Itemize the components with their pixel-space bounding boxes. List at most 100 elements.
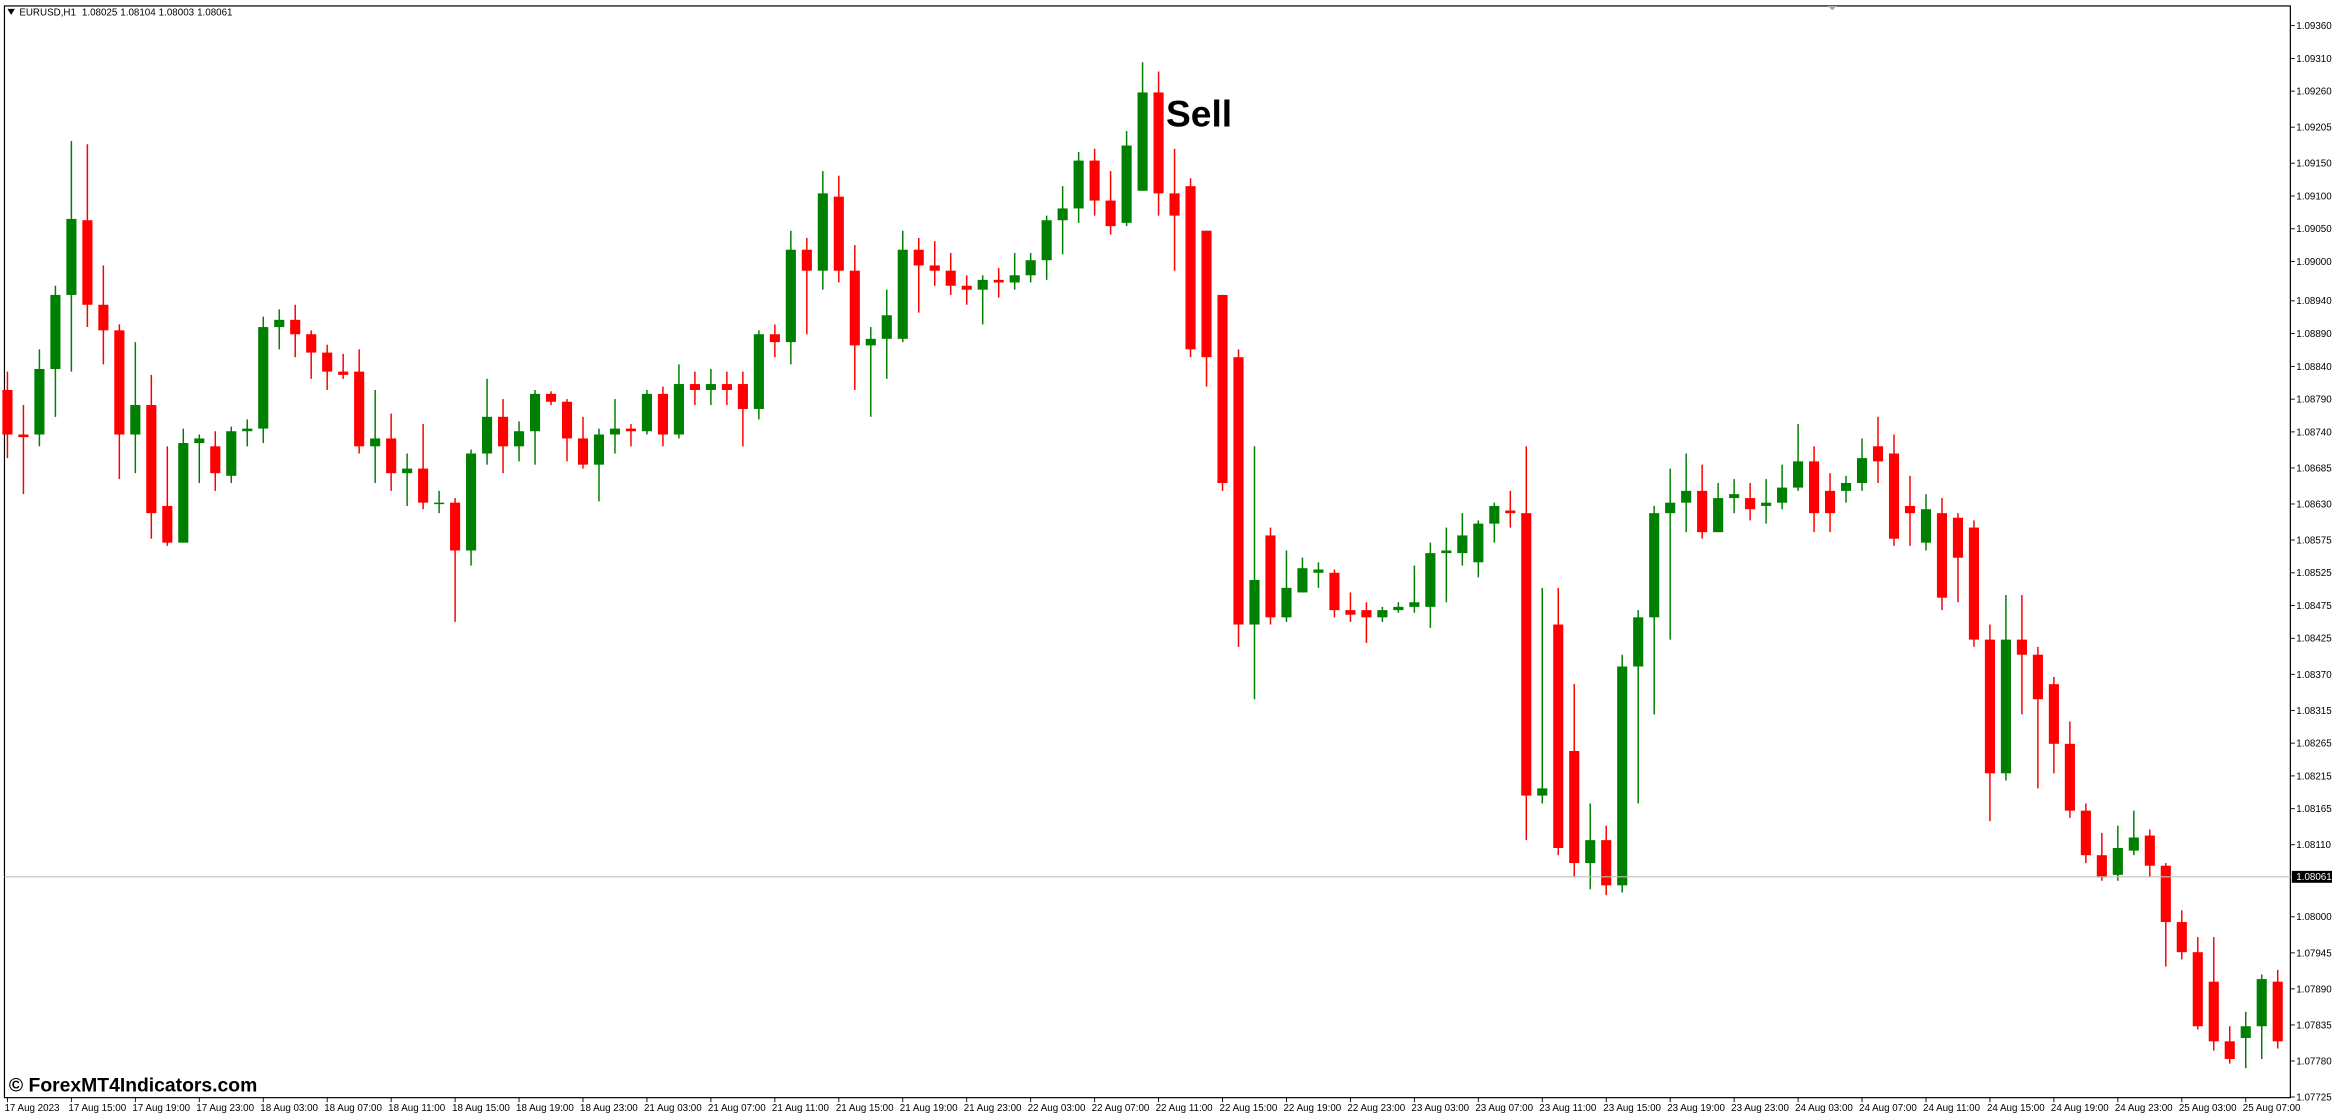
- candle-body: [641, 393, 653, 432]
- candle-body: [338, 371, 349, 375]
- candle-body: [1633, 617, 1644, 667]
- chart-header: EURUSD,H1 1.08025 1.08104 1.08003 1.08061: [19, 8, 232, 19]
- candle-body: [466, 453, 477, 551]
- x-tick-label: 24 Aug 15:00: [1987, 1103, 2045, 1114]
- candle-body: [833, 196, 844, 271]
- candle-body: [785, 249, 796, 343]
- candle-body: [1249, 579, 1260, 625]
- x-tick-label: 17 Aug 2023: [4, 1103, 60, 1114]
- candle-body: [529, 393, 541, 432]
- candle-body: [1345, 610, 1356, 615]
- candle-body: [1473, 523, 1484, 563]
- candle-body: [1729, 494, 1740, 499]
- candle-body: [945, 270, 956, 286]
- x-tick-label: 18 Aug 03:00: [260, 1103, 318, 1114]
- candle-body: [162, 505, 173, 543]
- candle-body: [1840, 483, 1852, 491]
- candle-body: [386, 438, 397, 474]
- candle-body: [1601, 840, 1612, 886]
- x-tick-label: 22 Aug 23:00: [1347, 1103, 1405, 1114]
- candle-body: [2160, 865, 2171, 923]
- candle-body: [2080, 810, 2091, 856]
- y-tick-label: 1.08940: [2296, 296, 2332, 307]
- candle-body: [1089, 160, 1100, 201]
- candle-body: [673, 384, 684, 435]
- x-tick-label: 18 Aug 11:00: [388, 1103, 446, 1114]
- y-tick-label: 1.08525: [2296, 568, 2332, 579]
- y-tick-label: 1.09000: [2296, 257, 2332, 268]
- candle-body: [1281, 587, 1292, 618]
- candle-body: [498, 416, 509, 447]
- x-tick-label: 23 Aug 23:00: [1731, 1103, 1789, 1114]
- candle-body: [1105, 200, 1116, 227]
- y-tick-label: 1.09360: [2296, 21, 2332, 32]
- candle-body: [130, 405, 141, 435]
- candle-body: [450, 502, 461, 551]
- candle-body: [1057, 208, 1068, 221]
- candle-body: [721, 384, 732, 390]
- y-tick-label: 1.07835: [2296, 1020, 2332, 1031]
- annotation: Sell: [1166, 92, 1232, 134]
- x-tick-label: 24 Aug 19:00: [2051, 1103, 2109, 1114]
- y-tick-label: 1.08840: [2296, 362, 2332, 373]
- candle-body: [210, 446, 221, 474]
- candle-body: [1233, 357, 1244, 625]
- x-tick-label: 17 Aug 19:00: [132, 1103, 190, 1114]
- candle-body: [1073, 160, 1084, 209]
- candle-body: [50, 294, 61, 369]
- y-tick-label: 1.09100: [2296, 191, 2332, 202]
- x-tick-label: 21 Aug 19:00: [900, 1103, 958, 1114]
- y-tick-label: 1.08790: [2296, 395, 2332, 406]
- candle-body: [1121, 145, 1132, 223]
- candle-body: [258, 327, 269, 429]
- candle-body: [114, 330, 125, 435]
- candle-body: [2256, 979, 2267, 1027]
- candle-body: [1856, 458, 1868, 484]
- candle-body: [2144, 835, 2155, 866]
- candle-body: [1153, 92, 1164, 194]
- candle-body: [1968, 527, 1980, 640]
- candle-body: [577, 438, 589, 465]
- candle-body: [370, 438, 381, 447]
- y-tick-label: 1.07890: [2296, 984, 2332, 995]
- y-tick-label: 1.08685: [2296, 463, 2332, 474]
- menu-arrow[interactable]: [7, 8, 15, 15]
- candle-body: [98, 304, 109, 331]
- candle-body: [482, 416, 493, 454]
- candle-body: [1137, 92, 1148, 191]
- candle-body: [2, 389, 13, 435]
- candle-body: [1169, 193, 1180, 216]
- candle-body: [1505, 510, 1516, 514]
- candle-body: [274, 319, 285, 328]
- candle-body: [1888, 453, 1900, 539]
- candle-body: [2272, 981, 2283, 1042]
- candle-body: [801, 249, 812, 271]
- candle-body: [2064, 743, 2075, 811]
- candle-body: [1041, 220, 1052, 261]
- candle-body: [753, 334, 764, 409]
- x-tick-label: 24 Aug 07:00: [1859, 1103, 1917, 1114]
- y-tick-label: 1.09050: [2296, 224, 2332, 235]
- candle-body: [2016, 639, 2027, 655]
- candle-body: [1777, 487, 1788, 503]
- candle-body: [242, 428, 253, 432]
- plot-frame: [3, 5, 2291, 1099]
- candle-body: [1713, 498, 1724, 533]
- y-tick-label: 1.09150: [2296, 159, 2332, 170]
- candle-body: [993, 279, 1004, 283]
- candle-body: [2208, 981, 2219, 1042]
- y-tick-label: 1.08165: [2296, 804, 2332, 815]
- candle-body: [929, 265, 940, 271]
- candle-body: [2048, 684, 2059, 744]
- candle-body: [1809, 461, 1820, 514]
- candle-body: [1521, 513, 1532, 796]
- x-tick-label: 25 Aug 03:00: [2179, 1103, 2237, 1114]
- candle-body: [290, 319, 301, 335]
- candle-body: [1697, 490, 1708, 533]
- x-tick-label: 23 Aug 15:00: [1603, 1103, 1661, 1114]
- y-tick-label: 1.08215: [2296, 771, 2332, 782]
- candle-body: [1329, 572, 1340, 611]
